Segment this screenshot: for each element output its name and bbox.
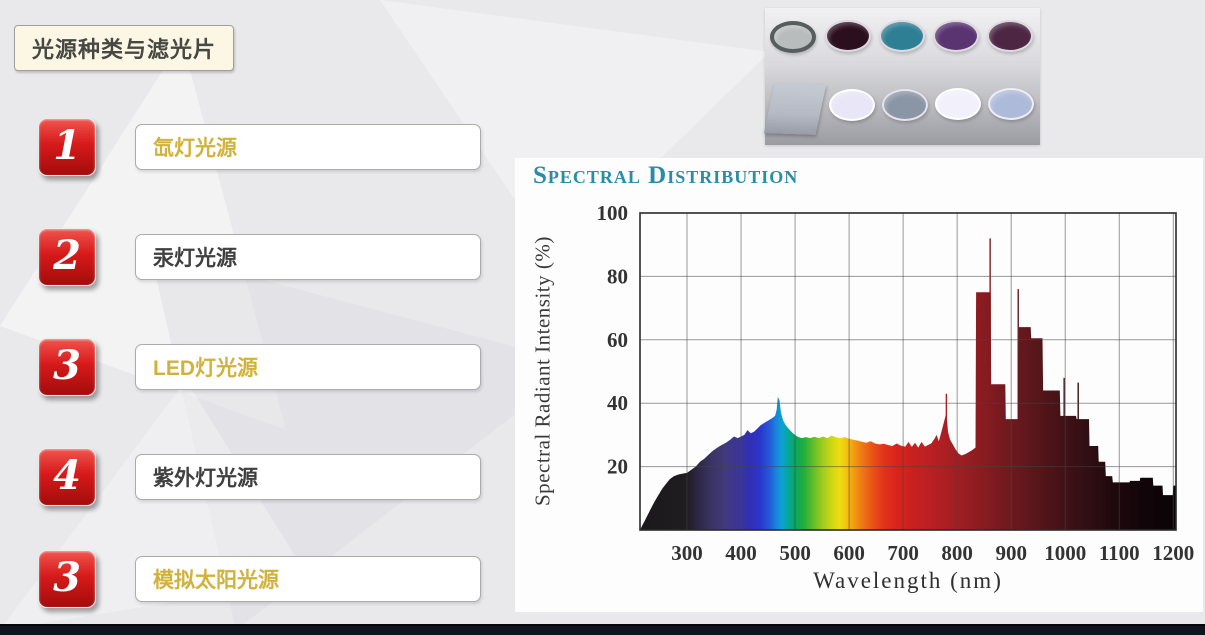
chart-title: Spectral Distribution xyxy=(533,162,799,189)
item-label: 紫外灯光源 xyxy=(153,467,258,490)
svg-text:900: 900 xyxy=(995,541,1027,565)
spectral-distribution-chart: 100 80 60 40 20 300 400 500 600 700 800 900 1000 1100… xyxy=(597,201,1195,565)
blue-gray-filter xyxy=(882,89,928,121)
item-label-box: 模拟太阳光源 xyxy=(135,556,481,602)
list-item: 3 模拟太阳光源 xyxy=(38,550,498,608)
item-label-box: LED灯光源 xyxy=(135,344,481,390)
teal-filter xyxy=(879,20,925,52)
svg-text:1200: 1200 xyxy=(1152,541,1194,565)
svg-text:1100: 1100 xyxy=(1099,541,1140,565)
item-label: LED灯光源 xyxy=(153,357,258,380)
plum-filter xyxy=(987,20,1033,52)
list-item: 4 紫外灯光源 xyxy=(38,448,498,506)
item-number-badge: 2 xyxy=(38,228,96,286)
svg-text:600: 600 xyxy=(833,541,865,565)
light-blue-filter xyxy=(988,88,1034,120)
svg-text:60: 60 xyxy=(607,328,628,352)
bottom-bar xyxy=(0,624,1205,635)
list-item: 3 LED灯光源 xyxy=(38,338,498,396)
item-number-badge: 3 xyxy=(38,550,96,608)
slide-title: 光源种类与滤光片 xyxy=(32,37,217,62)
item-number-badge: 4 xyxy=(38,448,96,506)
item-label: 模拟太阳光源 xyxy=(153,569,279,592)
purple-filter xyxy=(933,20,979,52)
silver-nd-filter xyxy=(770,21,816,53)
gray-square-plate xyxy=(763,83,827,135)
item-number: 3 xyxy=(53,554,81,601)
svg-text:700: 700 xyxy=(887,541,919,565)
list-item: 1 氙灯光源 xyxy=(38,118,498,176)
item-label-box: 氙灯光源 xyxy=(135,124,481,170)
item-number-badge: 3 xyxy=(38,338,96,396)
svg-text:80: 80 xyxy=(607,264,628,288)
item-label: 汞灯光源 xyxy=(153,247,237,270)
svg-text:40: 40 xyxy=(607,391,628,415)
item-label: 氙灯光源 xyxy=(153,137,237,160)
svg-text:300: 300 xyxy=(671,541,703,565)
white-filter xyxy=(935,88,981,120)
svg-text:20: 20 xyxy=(607,455,628,479)
svg-text:500: 500 xyxy=(779,541,811,565)
svg-text:800: 800 xyxy=(941,541,973,565)
item-label-box: 紫外灯光源 xyxy=(135,454,481,500)
item-number-badge: 1 xyxy=(38,118,96,176)
dark-magenta-filter xyxy=(825,20,871,52)
item-number: 3 xyxy=(53,342,81,389)
pale-lavender-filter xyxy=(829,89,875,121)
x-axis-label: Wavelength (nm) xyxy=(813,568,1003,593)
svg-text:400: 400 xyxy=(725,541,757,565)
item-number: 2 xyxy=(53,232,81,279)
item-number: 4 xyxy=(53,452,81,499)
item-number: 1 xyxy=(53,122,81,169)
svg-text:1000: 1000 xyxy=(1044,541,1086,565)
filters-photo xyxy=(763,8,1040,145)
list-item: 2 汞灯光源 xyxy=(38,228,498,286)
spectral-chart-panel: Spectral Distribution Spectral Radiant I… xyxy=(515,158,1203,612)
item-label-box: 汞灯光源 xyxy=(135,234,481,280)
slide-title-box: 光源种类与滤光片 xyxy=(14,25,235,71)
svg-text:100: 100 xyxy=(597,201,629,225)
